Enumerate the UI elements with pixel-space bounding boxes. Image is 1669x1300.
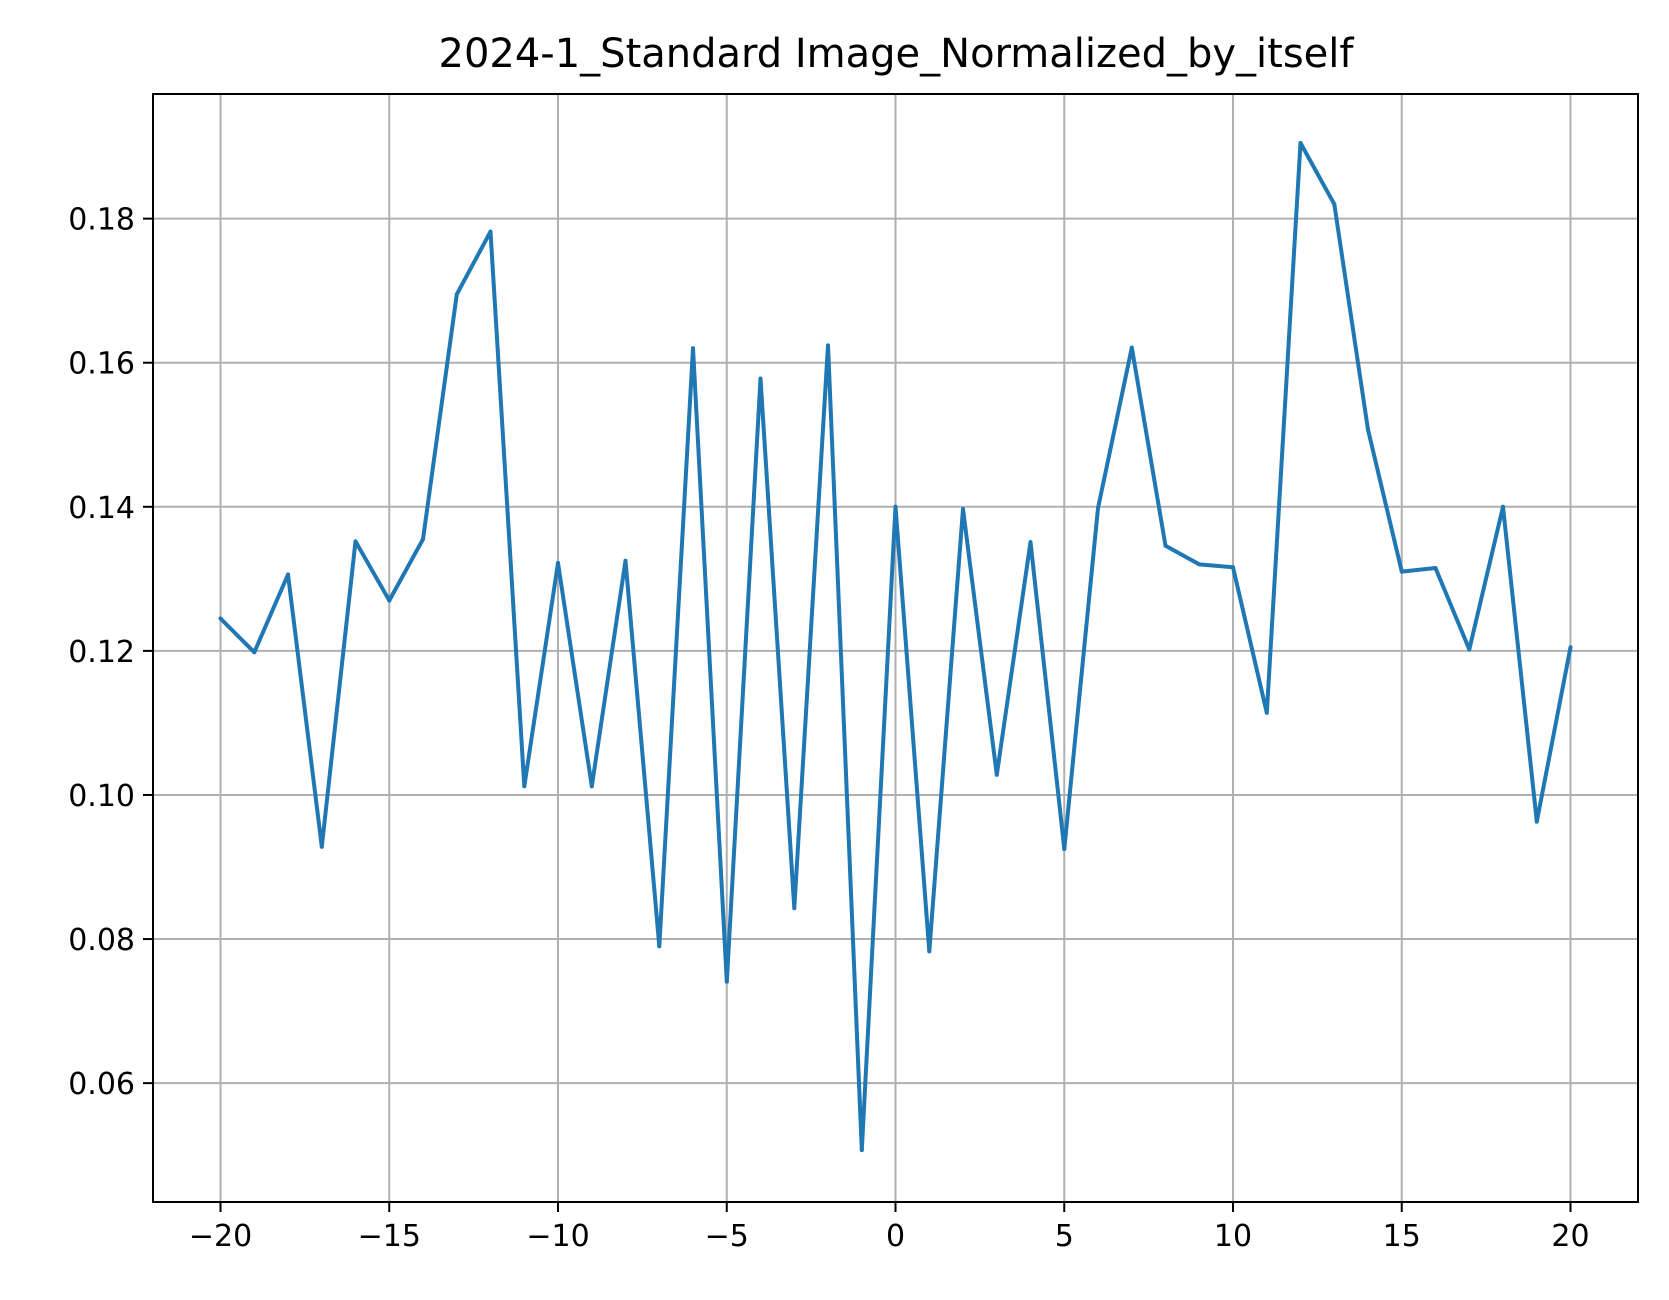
data-point (1501, 504, 1505, 509)
x-tick-label: −5 (705, 1219, 749, 1254)
data-point (522, 784, 527, 789)
data-point (1298, 141, 1303, 145)
y-tick-label: 0.06 (68, 1067, 135, 1102)
data-point (319, 844, 324, 849)
data-point (1197, 562, 1202, 567)
data-point (826, 343, 830, 348)
y-tick-label: 0.12 (68, 635, 135, 670)
y-tick-label: 0.16 (68, 347, 135, 382)
data-point (286, 572, 290, 577)
data-point (994, 772, 999, 777)
data-point (691, 346, 695, 351)
data-point (218, 616, 223, 621)
data-point (724, 979, 729, 984)
data-point (1467, 647, 1472, 652)
data-point (657, 944, 662, 949)
chart-title: 2024-1_Standard Image_Normalized_by_itse… (439, 31, 1355, 77)
x-tick-label: 0 (886, 1219, 905, 1254)
data-point (556, 561, 560, 565)
data-point (488, 229, 493, 234)
data-point (1062, 847, 1067, 851)
data-point (859, 1148, 864, 1153)
data-point (252, 650, 257, 655)
data-point (623, 558, 628, 563)
data-point (1534, 819, 1539, 824)
data-point (1163, 543, 1168, 548)
grid-lines (153, 94, 1638, 1202)
data-point (792, 906, 797, 911)
x-tick-label: 15 (1383, 1219, 1421, 1254)
data-point (893, 504, 898, 509)
x-tick-label: −15 (358, 1219, 421, 1254)
data-point (387, 598, 392, 603)
data-point (1433, 566, 1438, 570)
y-tick-label: 0.08 (68, 923, 135, 958)
x-tick-label: −10 (526, 1219, 589, 1254)
x-tick-label: 20 (1551, 1219, 1589, 1254)
data-point (421, 537, 425, 542)
data-point (1332, 202, 1337, 207)
data-point (961, 507, 965, 511)
y-tick-label: 0.18 (68, 203, 135, 238)
data-point (1264, 710, 1269, 715)
data-point (1129, 345, 1134, 350)
data-point (454, 292, 459, 297)
x-tick-label: 10 (1214, 1219, 1252, 1254)
series-layer (218, 141, 1573, 1153)
data-point (353, 539, 358, 544)
data-point (927, 949, 932, 954)
x-tick-label: 5 (1055, 1219, 1074, 1254)
y-tick-label: 0.14 (68, 491, 135, 526)
data-point (1366, 427, 1370, 432)
data-point (1028, 540, 1033, 545)
x-tick-label: −20 (189, 1219, 252, 1254)
data-point (589, 784, 594, 789)
y-tick-label: 0.10 (68, 779, 135, 814)
data-point (1231, 565, 1235, 570)
y-axis-ticks: 0.06 0.08 0.10 0.12 0.14 0.16 0.18 (68, 203, 153, 1102)
data-point (758, 376, 763, 381)
data-point (1568, 645, 1573, 650)
data-point (1399, 569, 1404, 574)
x-axis-ticks: −20 −15 −10 −5 0 5 10 15 20 (189, 1202, 1590, 1254)
data-point (1096, 506, 1100, 511)
